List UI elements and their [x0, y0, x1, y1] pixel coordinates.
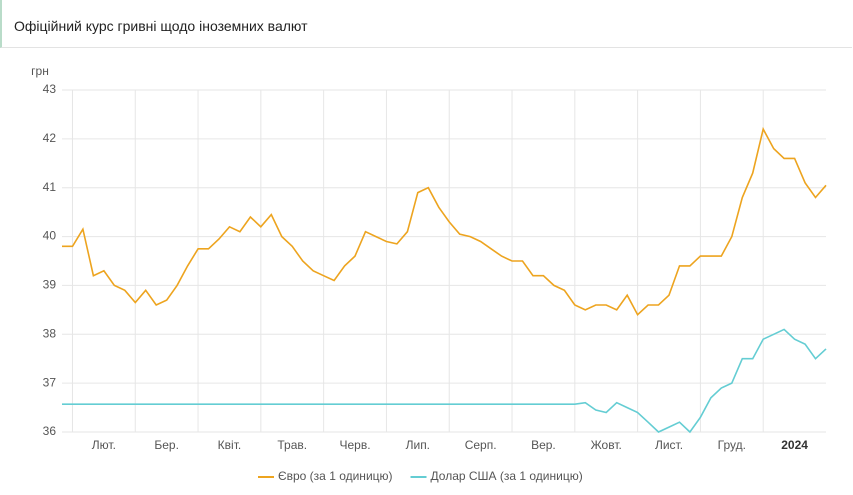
y-tick-label: 43 — [43, 82, 57, 96]
header: Офіційний курс гривні щодо іноземних вал… — [0, 0, 852, 48]
y-tick-label: 38 — [43, 326, 57, 340]
x-tick-label: Черв. — [340, 438, 371, 452]
x-tick-label: Серп. — [465, 438, 497, 452]
y-tick-label: 39 — [43, 278, 57, 292]
x-tick-label: Трав. — [277, 438, 307, 452]
x-tick-label: Бер. — [154, 438, 179, 452]
y-tick-label: 36 — [43, 424, 57, 438]
y-tick-label: 41 — [43, 180, 57, 194]
x-tick-label: Квіт. — [218, 438, 242, 452]
chart-title: Офіційний курс гривні щодо іноземних вал… — [14, 18, 308, 34]
y-axis-label: грн — [31, 64, 49, 78]
x-tick-label: Груд. — [718, 438, 746, 452]
x-tick-label: Жовт. — [591, 438, 622, 452]
x-tick-label: Лют. — [92, 438, 116, 452]
y-tick-label: 40 — [43, 229, 57, 243]
legend-label: Євро (за 1 одиницю) — [278, 469, 393, 483]
x-tick-label: Лист. — [655, 438, 683, 452]
y-tick-label: 37 — [43, 375, 57, 389]
y-tick-label: 42 — [43, 131, 57, 145]
x-tick-label: 2024 — [781, 438, 808, 452]
legend-label: Долар США (за 1 одиницю) — [431, 469, 583, 483]
x-tick-label: Вер. — [531, 438, 556, 452]
series-line — [62, 328, 827, 434]
series-line — [62, 126, 827, 316]
x-tick-label: Лип. — [406, 438, 430, 452]
